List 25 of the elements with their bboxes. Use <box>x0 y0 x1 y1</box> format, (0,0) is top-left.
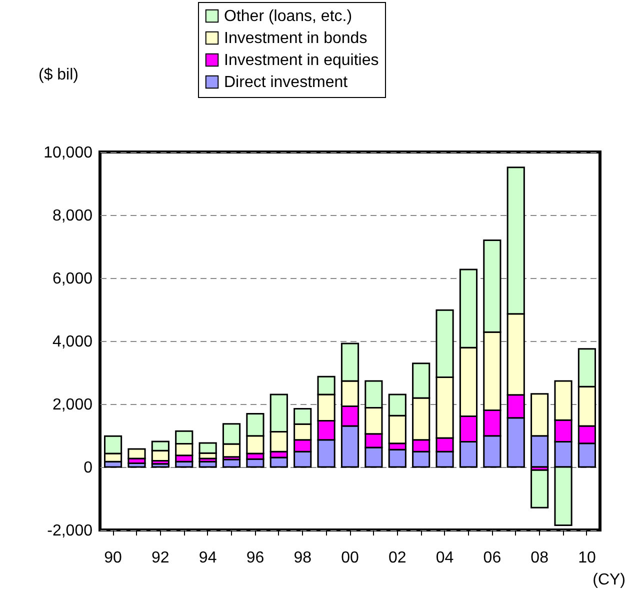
legend-label: Investment in bonds <box>224 30 368 47</box>
x-tick-label: 10 <box>578 550 596 566</box>
x-tick-label: 92 <box>152 550 170 566</box>
x-tick-label: 96 <box>246 550 264 566</box>
legend-label: Other (loans, etc.) <box>224 8 352 25</box>
y-tick-label: 4,000 <box>52 334 93 350</box>
x-tick-label: 94 <box>198 550 217 566</box>
x-tick-label: 04 <box>436 550 454 566</box>
y-tick-label: 8,000 <box>52 208 93 224</box>
x-tick-label: 08 <box>530 550 549 566</box>
y-axis-title: ($ bil) <box>38 66 78 84</box>
legend-label: Direct investment <box>224 74 348 91</box>
y-tick-label: 10,000 <box>44 144 93 162</box>
x-tick-label: 90 <box>104 550 122 566</box>
y-tick-label: 6,000 <box>52 270 93 288</box>
y-tick-label: 0 <box>84 460 93 476</box>
y-tick-label: 2,000 <box>52 396 93 414</box>
x-tick-label: 00 <box>341 550 359 566</box>
x-axis-title: (CY) <box>592 572 625 588</box>
x-tick-label: 06 <box>483 550 502 566</box>
x-tick-label: 98 <box>294 550 312 566</box>
x-tick-label: 02 <box>388 550 406 566</box>
legend-label: Investment in equities <box>224 52 379 69</box>
bar <box>530 469 549 508</box>
y-tick-label: -2,000 <box>47 522 93 540</box>
